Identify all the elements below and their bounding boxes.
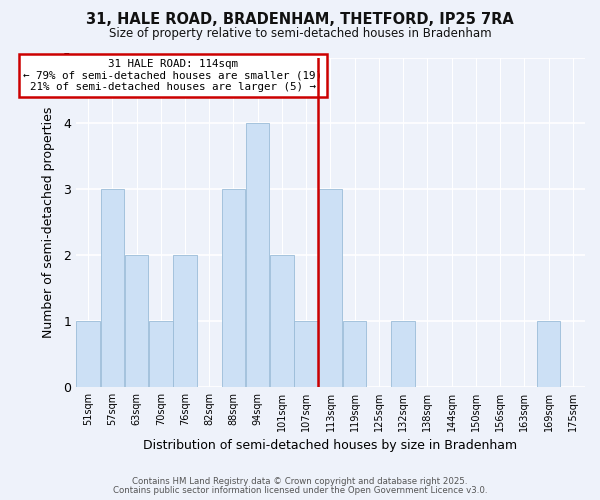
Bar [101, 190, 124, 387]
Bar [391, 321, 415, 387]
Bar [537, 321, 560, 387]
Bar [295, 321, 318, 387]
Text: Contains HM Land Registry data © Crown copyright and database right 2025.: Contains HM Land Registry data © Crown c… [132, 477, 468, 486]
Text: 31 HALE ROAD: 114sqm
← 79% of semi-detached houses are smaller (19)
21% of semi-: 31 HALE ROAD: 114sqm ← 79% of semi-detac… [23, 59, 322, 92]
X-axis label: Distribution of semi-detached houses by size in Bradenham: Distribution of semi-detached houses by … [143, 440, 518, 452]
Y-axis label: Number of semi-detached properties: Number of semi-detached properties [42, 106, 55, 338]
Text: Size of property relative to semi-detached houses in Bradenham: Size of property relative to semi-detach… [109, 28, 491, 40]
Bar [125, 255, 148, 387]
Bar [270, 255, 294, 387]
Text: Contains public sector information licensed under the Open Government Licence v3: Contains public sector information licen… [113, 486, 487, 495]
Bar [222, 190, 245, 387]
Bar [173, 255, 197, 387]
Bar [246, 124, 269, 387]
Text: 31, HALE ROAD, BRADENHAM, THETFORD, IP25 7RA: 31, HALE ROAD, BRADENHAM, THETFORD, IP25… [86, 12, 514, 28]
Bar [149, 321, 173, 387]
Bar [319, 190, 342, 387]
Bar [76, 321, 100, 387]
Bar [343, 321, 367, 387]
